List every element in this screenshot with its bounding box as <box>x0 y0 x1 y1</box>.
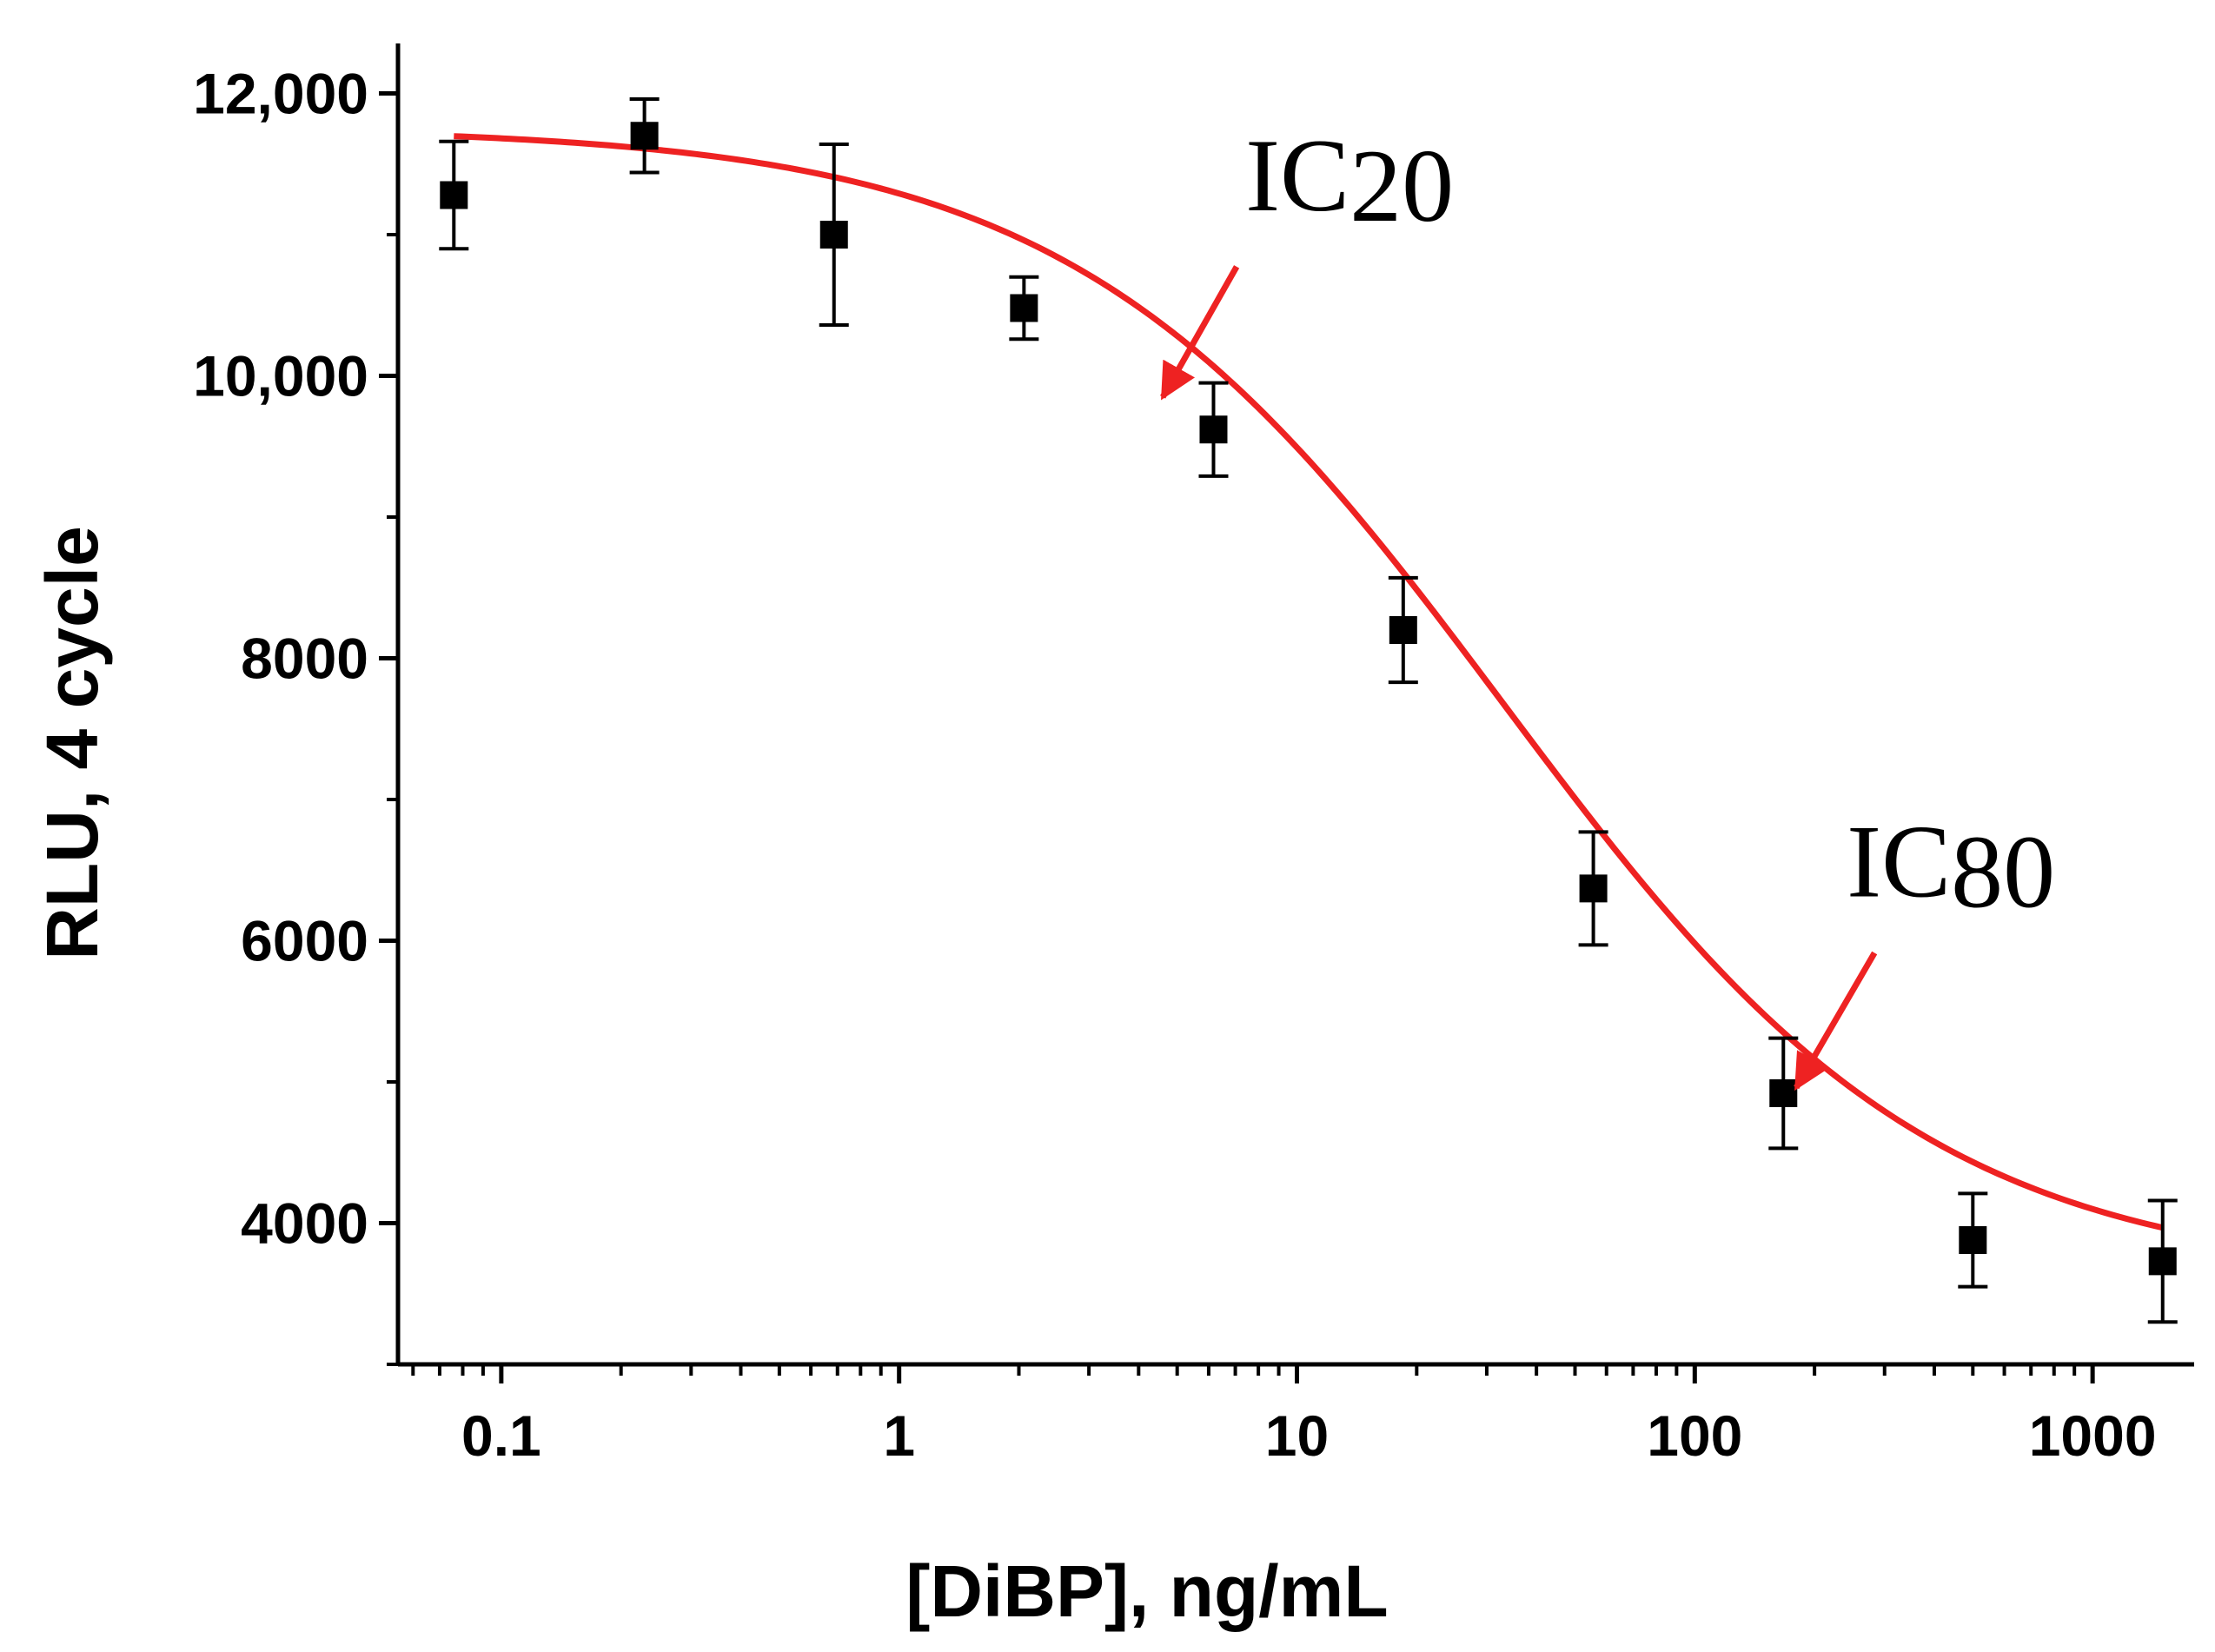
y-axis-title: RLU, 4 cycle <box>31 526 113 960</box>
data-point <box>629 97 660 175</box>
y-axis-ticks: 4000 6000 8000 10,000 12,000 <box>193 62 398 1366</box>
fit-curve-group <box>454 133 2164 1231</box>
y-tick-label: 8000 <box>241 627 368 691</box>
square-marker <box>2148 1247 2177 1276</box>
x-tick-label: 1000 <box>2029 1403 2157 1468</box>
annotation-label-main: IC <box>1847 804 1951 919</box>
annotation-label: IC80 <box>1847 804 2055 930</box>
data-point <box>819 143 849 327</box>
data-point <box>2147 1198 2178 1324</box>
x-tick-label: 0.1 <box>461 1403 541 1468</box>
fit-curve <box>454 133 2164 1231</box>
x-tick-label: 100 <box>1647 1403 1742 1468</box>
y-tick-label: 6000 <box>241 909 368 973</box>
data-point <box>1388 575 1418 685</box>
data-point <box>1009 275 1039 342</box>
annotation-arrow <box>1794 951 1878 1091</box>
x-axis-ticks: 0.1 1 10 100 1000 <box>411 1364 2157 1468</box>
annotation-label: IC20 <box>1245 117 1454 243</box>
x-axis-title: [DiBP], ng/mL <box>905 1550 1388 1632</box>
annotation-label-subscript: 80 <box>1951 814 2055 930</box>
y-tick-label: 4000 <box>241 1191 368 1256</box>
data-point <box>1768 1036 1799 1151</box>
annotation-label-main: IC <box>1245 117 1350 233</box>
x-tick-label: 10 <box>1265 1403 1329 1468</box>
square-marker <box>440 181 468 209</box>
data-points <box>439 97 2178 1324</box>
data-point <box>1958 1191 1988 1289</box>
square-marker <box>1959 1226 1987 1254</box>
axes <box>395 43 2194 1367</box>
square-marker <box>1769 1079 1798 1107</box>
annotation-label-subscript: 20 <box>1350 128 1454 243</box>
data-point <box>1578 830 1608 947</box>
square-marker <box>1199 415 1228 444</box>
y-tick-label: 10,000 <box>193 344 368 408</box>
square-marker <box>819 221 848 249</box>
square-marker <box>1579 874 1608 903</box>
data-point <box>439 139 469 251</box>
x-tick-label: 1 <box>883 1403 915 1468</box>
square-marker <box>1389 616 1417 644</box>
square-marker <box>630 122 659 150</box>
annotation-arrow <box>1160 265 1240 401</box>
y-tick-label: 12,000 <box>193 62 368 126</box>
data-point <box>1198 381 1229 478</box>
square-marker <box>1010 294 1038 322</box>
